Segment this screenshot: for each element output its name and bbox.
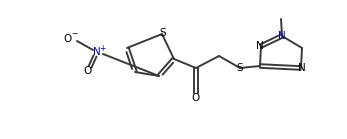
Text: N: N <box>256 41 264 51</box>
Text: +: + <box>99 44 105 53</box>
Text: S: S <box>237 63 243 73</box>
Text: −: − <box>71 29 77 39</box>
Text: O: O <box>64 34 72 44</box>
Text: N: N <box>278 31 286 41</box>
Text: N: N <box>298 63 306 73</box>
Text: O: O <box>84 66 92 76</box>
Text: N: N <box>93 47 101 57</box>
Text: O: O <box>192 93 200 103</box>
Text: S: S <box>160 28 166 38</box>
